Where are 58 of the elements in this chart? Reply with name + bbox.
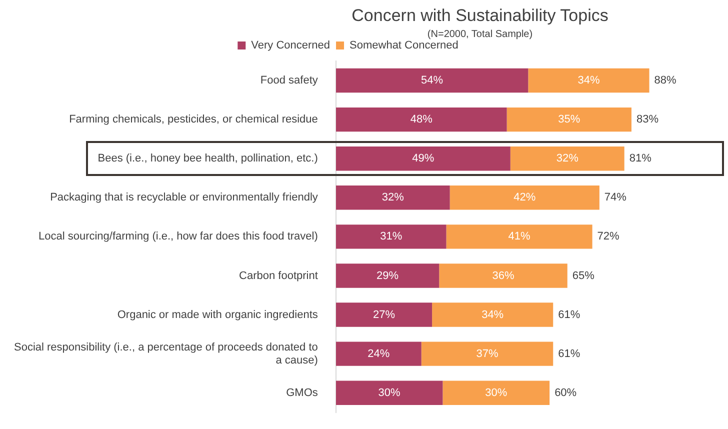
bar [432, 302, 554, 327]
data-label: 42% [514, 192, 536, 204]
bar [450, 186, 600, 210]
total-label: 81% [629, 152, 652, 165]
total-label: 61% [558, 348, 580, 360]
bar [336, 107, 507, 132]
y-tick-label: GMOs [286, 386, 318, 399]
total-label: 88% [654, 74, 677, 87]
bar [446, 224, 592, 249]
data-label: 32% [556, 152, 579, 165]
y-tick-label: Local sourcing/farming (i.e., how far does this food travel) [38, 230, 318, 243]
bar [336, 224, 446, 249]
data-label: 35% [558, 114, 580, 126]
data-label: 48% [410, 114, 433, 126]
bar [336, 186, 450, 210]
data-label: 24% [368, 348, 390, 360]
chart-subtitle: (N=2000, Total Sample) [426, 29, 534, 40]
data-label: 34% [578, 74, 600, 87]
bar [336, 342, 422, 366]
data-label: 30% [485, 386, 508, 399]
total-label: 83% [636, 114, 659, 126]
bar [442, 380, 550, 405]
data-label: 32% [382, 192, 404, 204]
total-label: 74% [604, 192, 627, 204]
total-label: 72% [597, 230, 620, 243]
y-tick-label: Farming chemicals, pesticides, or chemical residue [69, 114, 318, 126]
bar [528, 68, 650, 93]
data-label: 54% [421, 74, 444, 87]
bar [336, 302, 432, 327]
data-label: 36% [492, 270, 514, 282]
bar [439, 264, 568, 288]
y-tick-label: Organic or made with organic ingredients [117, 308, 318, 321]
legend-label: Very Concerned [251, 40, 330, 52]
data-label: 27% [372, 308, 396, 321]
data-label: 49% [412, 152, 434, 165]
bar [506, 107, 632, 132]
y-tick-label: Carbon footprint [239, 270, 318, 282]
data-label: 29% [376, 270, 399, 282]
data-label: 30% [378, 386, 401, 399]
data-label: 34% [482, 308, 504, 321]
data-label: 41% [508, 230, 531, 243]
y-tick-label: Bees (i.e., honey bee health, pollination, etc.) [98, 152, 318, 165]
bar [336, 146, 510, 171]
data-label: 37% [476, 348, 498, 360]
total-label: 60% [554, 386, 577, 399]
total-label: 65% [572, 270, 595, 282]
bar [510, 146, 624, 171]
total-label: 61% [558, 308, 580, 321]
bar [336, 68, 528, 93]
chart-title: Concern with Sustainability Topics [350, 6, 610, 26]
legend-label: Somewhat Concerned [350, 40, 458, 52]
data-label: 31% [380, 230, 402, 243]
bar [336, 380, 443, 405]
bar [336, 264, 440, 288]
y-tick-label: Social responsibility (i.e., a percentage of proceeds donated to a cause) [14, 341, 318, 366]
y-tick-label: Packaging that is recyclable or environmentally friendly [50, 192, 318, 204]
bar [421, 342, 554, 366]
y-tick-label: Food safety [260, 74, 318, 87]
